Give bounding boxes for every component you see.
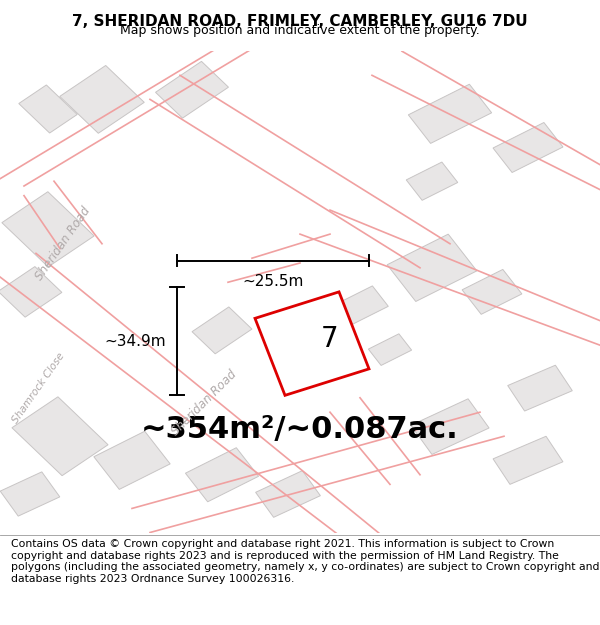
Polygon shape: [155, 61, 229, 118]
Polygon shape: [332, 286, 388, 327]
Text: ~354m²/~0.087ac.: ~354m²/~0.087ac.: [141, 414, 459, 444]
Text: Contains OS data © Crown copyright and database right 2021. This information is : Contains OS data © Crown copyright and d…: [11, 539, 599, 584]
Polygon shape: [60, 66, 144, 133]
Text: Sheridan Road: Sheridan Road: [33, 204, 93, 283]
Polygon shape: [0, 267, 62, 317]
Polygon shape: [185, 448, 259, 502]
Text: 7: 7: [321, 325, 339, 352]
Polygon shape: [493, 436, 563, 484]
Polygon shape: [2, 192, 94, 267]
Polygon shape: [12, 397, 108, 476]
Polygon shape: [409, 84, 491, 143]
Polygon shape: [94, 431, 170, 489]
Text: Map shows position and indicative extent of the property.: Map shows position and indicative extent…: [120, 24, 480, 37]
Polygon shape: [256, 471, 320, 518]
Polygon shape: [493, 122, 563, 172]
Polygon shape: [368, 334, 412, 366]
Polygon shape: [192, 307, 252, 354]
Text: 7, SHERIDAN ROAD, FRIMLEY, CAMBERLEY, GU16 7DU: 7, SHERIDAN ROAD, FRIMLEY, CAMBERLEY, GU…: [72, 14, 528, 29]
Text: ~25.5m: ~25.5m: [242, 274, 304, 289]
Polygon shape: [508, 365, 572, 411]
Polygon shape: [387, 234, 477, 301]
Polygon shape: [411, 399, 489, 454]
Text: ~34.9m: ~34.9m: [104, 334, 166, 349]
Polygon shape: [19, 85, 77, 133]
Text: Sheridan Road: Sheridan Road: [169, 368, 239, 438]
Polygon shape: [462, 269, 522, 314]
Polygon shape: [0, 472, 60, 516]
Polygon shape: [406, 162, 458, 201]
Polygon shape: [255, 292, 369, 396]
Text: Shamrock Close: Shamrock Close: [11, 351, 67, 425]
